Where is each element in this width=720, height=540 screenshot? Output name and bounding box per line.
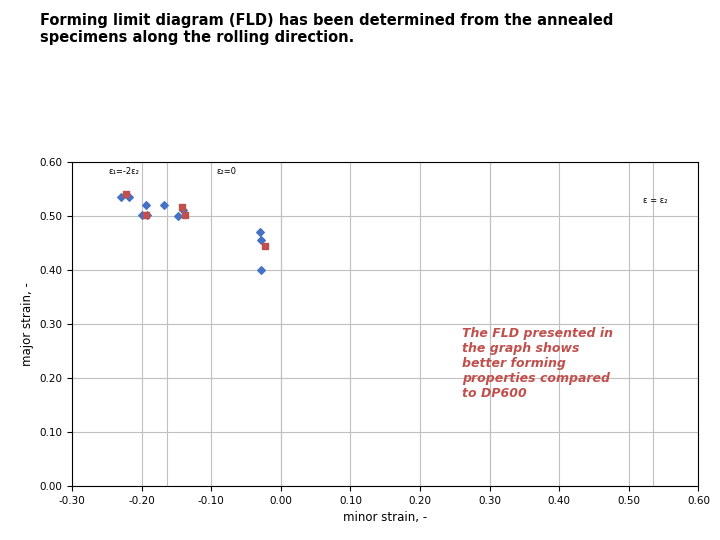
Point [254,228,266,237]
Point [136,211,148,219]
Point [123,193,135,201]
Text: Forming limit diagram (FLD) has been determined from the annealed: Forming limit diagram (FLD) has been det… [40,14,613,29]
Point [180,211,192,220]
Point [115,193,127,201]
Y-axis label: major strain, -: major strain, - [21,282,34,366]
Point [176,203,188,212]
Point [141,211,153,219]
Text: The FLD presented in
the graph shows
better forming
properties compared
to DP600: The FLD presented in the graph shows bet… [462,327,613,400]
Text: ε₂=0: ε₂=0 [216,166,236,176]
Text: specimens along the rolling direction.: specimens along the rolling direction. [40,30,354,45]
Point [172,212,184,220]
Point [140,200,152,209]
Point [260,241,271,250]
Point [256,266,267,274]
Point [178,205,189,214]
Point [140,211,152,220]
X-axis label: minor strain, -: minor strain, - [343,511,427,524]
Point [158,200,170,209]
Point [256,236,267,245]
Text: ε = ε₂: ε = ε₂ [643,196,667,205]
Point [120,190,132,198]
Text: ε₁=-2ε₂: ε₁=-2ε₂ [108,166,139,176]
